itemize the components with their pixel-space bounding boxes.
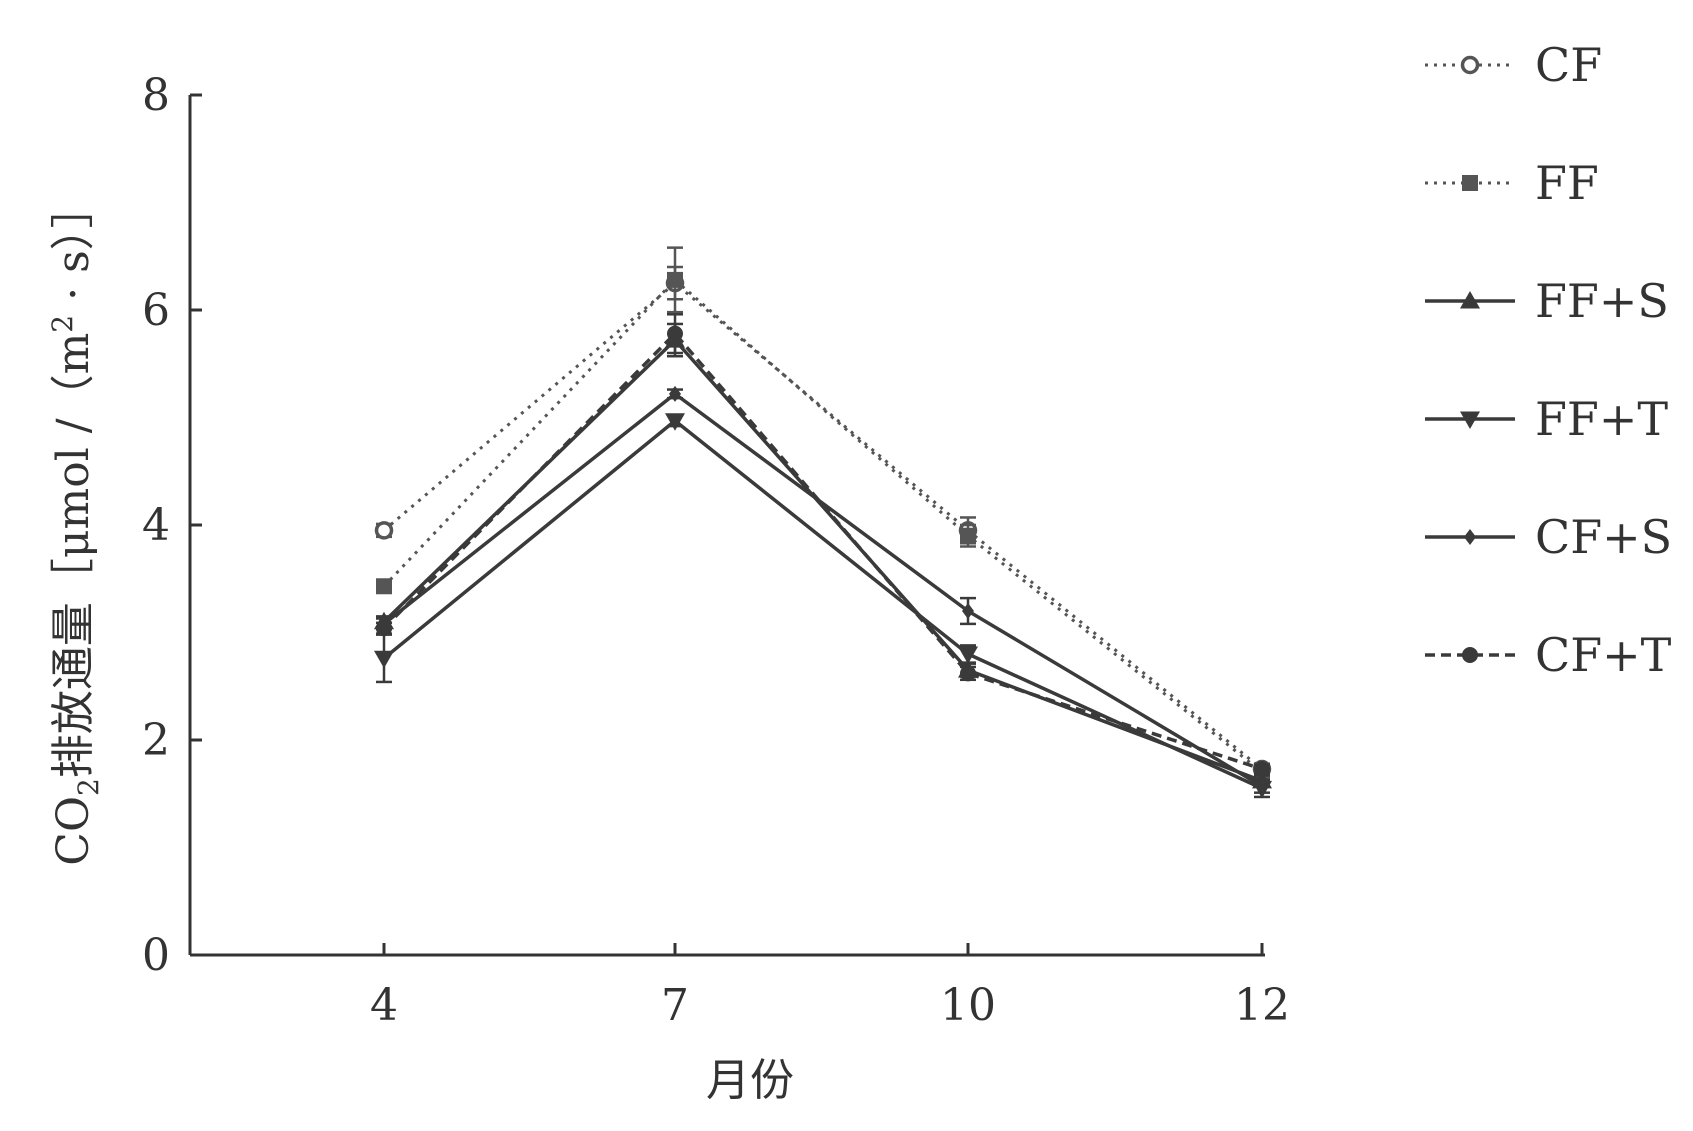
legend-item-ff: FF: [1425, 156, 1599, 210]
x-axis-title: 月份: [706, 1055, 794, 1106]
legend-item-cf-t: CF+T: [1425, 628, 1672, 682]
series-ff-point: [376, 578, 392, 595]
series-ff-line: [382, 278, 1263, 774]
legend-item-ff-t: FF+T: [1425, 392, 1668, 446]
legend-item-cf: CF: [1425, 38, 1602, 92]
series-cf-t: [376, 313, 1270, 778]
series-ff-point: [667, 271, 683, 288]
x-tick-label: 4: [370, 980, 398, 1031]
legend-marker: [1462, 175, 1478, 191]
series-ff-t-point: [665, 413, 685, 431]
series-ff-s-line: [382, 338, 1263, 783]
series-cf-t-point: [376, 620, 392, 637]
legend-label: FF+S: [1535, 274, 1669, 328]
series-cf-point: [374, 521, 394, 540]
series-cf-s-point: [1256, 778, 1268, 795]
legend-label: CF+S: [1535, 510, 1672, 564]
y-tick-label: 6: [142, 285, 170, 336]
legend-label: CF: [1535, 38, 1602, 92]
series-ff-t-point: [958, 646, 978, 664]
legend-label: FF+T: [1535, 392, 1668, 446]
legend-item-ff-s: FF+S: [1425, 274, 1669, 328]
legend-marker: [1462, 647, 1478, 663]
y-tick-label: 2: [142, 715, 170, 766]
series-ff: [376, 246, 1270, 781]
y-tick-label: 0: [142, 930, 170, 981]
legend-label: FF: [1535, 156, 1599, 210]
series-ff-t-line: [382, 418, 1263, 790]
series-cf-t-point: [667, 325, 683, 342]
legend-marker: [1460, 55, 1480, 75]
series-cf: [374, 265, 1272, 779]
legend-marker: [1460, 411, 1480, 429]
axes: 0 2 4 6 8 4 7 10 12 月份 CO2排放通量［μmol /（m2 · s）］: [46, 70, 1290, 1106]
x-tick-label: 7: [661, 980, 689, 1031]
legend-item-cf-s: CF+S: [1425, 510, 1672, 564]
legend-marker: [1464, 529, 1476, 545]
series-cf-s-point: [669, 385, 681, 402]
y-tick-label: 8: [142, 70, 170, 121]
series-cf-t-point: [1254, 761, 1270, 778]
series-ff-point: [960, 527, 976, 544]
y-tick-label: 4: [142, 500, 170, 551]
legend-label: CF+T: [1535, 628, 1672, 682]
series-ff-t: [374, 413, 1272, 799]
series-ff-t-point: [374, 650, 394, 669]
legend-marker: [1460, 291, 1480, 309]
series-cf-t-line: [382, 331, 1263, 771]
plot-area: [374, 246, 1272, 799]
series-cf-line: [383, 281, 1263, 771]
x-tick-label: 10: [940, 980, 996, 1031]
legend: CF FF FF+S FF+T CF+S CF+T: [1425, 38, 1672, 682]
series-cf-t-point: [960, 665, 976, 682]
y-axis-title: CO2排放通量［μmol /（m2 · s）］: [46, 184, 105, 865]
series-cf-s-point: [962, 603, 974, 619]
x-tick-label: 12: [1234, 980, 1290, 1031]
series-cf-s-line: [382, 392, 1263, 788]
